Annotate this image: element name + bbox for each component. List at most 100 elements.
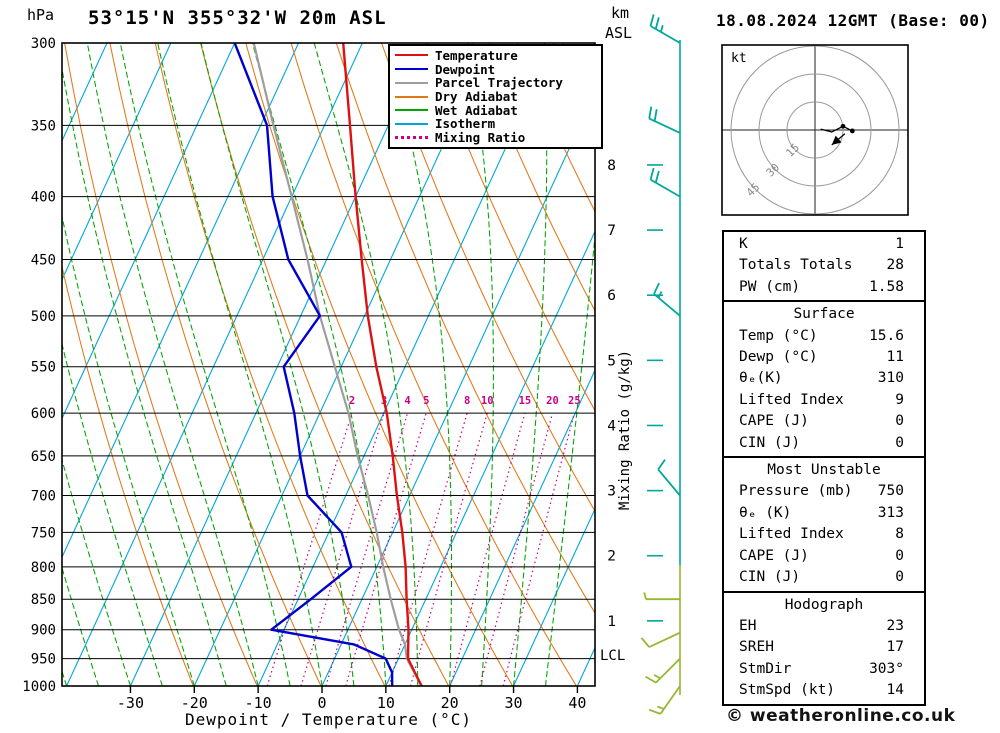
x-axis-title: Dewpoint / Temperature (°C) — [184, 710, 473, 729]
index-row: CAPE (J) 0 — [724, 546, 924, 567]
mixing-ratio-line — [479, 413, 554, 686]
km-tick-label: 1 — [607, 614, 616, 630]
storm-motion-arrowhead — [831, 135, 842, 145]
index-value: 0 — [895, 434, 904, 451]
mixing-ratio-label: 25 — [568, 395, 581, 407]
index-value: 0 — [895, 569, 904, 586]
index-row: θₑ(K) 310 — [724, 368, 924, 389]
temp-tick-label: 20 — [441, 694, 459, 712]
index-row: Lifted Index 9 — [724, 390, 924, 411]
legend-item: Dry Adiabat — [395, 89, 599, 104]
isotherm-line — [129, 43, 427, 686]
hodograph-ring-label: 30 — [764, 161, 783, 180]
hodograph-trace — [820, 125, 853, 133]
temp-tick-label: 10 — [377, 694, 395, 712]
legend-line-sample — [395, 109, 428, 112]
index-value: 9 — [895, 391, 904, 408]
index-row: Dewp (°C) 11 — [724, 347, 924, 368]
index-value: 8 — [895, 526, 904, 543]
km-tick-label: 3 — [607, 484, 616, 500]
index-row: Lifted Index 8 — [724, 524, 924, 545]
wet-adiabat-line — [200, 43, 355, 686]
mixing-ratio-label: 15 — [519, 395, 532, 407]
legend-line-sample — [395, 136, 428, 140]
legend-label: Dewpoint — [435, 61, 496, 77]
isotherm-line — [449, 368, 595, 686]
pressure-tick-label: 650 — [31, 449, 56, 465]
mixing-ratio-line — [409, 413, 488, 686]
isotherm-line — [513, 507, 595, 686]
dry-adiabat-line — [970, 43, 1000, 686]
wet-adiabat-line — [0, 43, 35, 686]
mixing-ratio-label: 20 — [546, 395, 559, 407]
legend-label: Isotherm — [435, 116, 496, 132]
index-label: Lifted Index — [739, 526, 844, 543]
index-label: CIN (J) — [739, 569, 801, 586]
wind-barb-tick — [648, 106, 653, 119]
legend-item: Wet Adiabat — [395, 103, 599, 118]
index-value: 313 — [877, 504, 904, 521]
dry-adiabat-line — [64, 43, 258, 686]
isotherm-line — [321, 91, 595, 686]
dewpoint-curve — [233, 43, 394, 686]
indices-section: Most Unstable Pressure (mb) 750 θₑ (K) 313 Li… — [722, 456, 926, 593]
sounding-curves — [233, 43, 423, 686]
wind-barb-tick — [648, 708, 661, 715]
index-row: CIN (J) 0 — [724, 567, 924, 588]
dry-adiabat-line — [925, 43, 1000, 686]
pressure-tick-label: 700 — [31, 489, 56, 505]
isotherm-line — [62, 43, 300, 559]
wind-barb-tick — [649, 167, 655, 180]
mixing-ratio-label: 5 — [423, 395, 429, 407]
km-tick-label: 7 — [607, 223, 616, 239]
index-label: CAPE (J) — [739, 413, 809, 430]
wind-barb-half-tick — [643, 592, 647, 600]
lcl-label: LCL — [600, 648, 625, 664]
pressure-tick-label: 500 — [31, 309, 56, 325]
legend-line-sample — [395, 54, 428, 57]
indices-section-title: Surface — [793, 306, 855, 323]
mixing-ratio-label: 4 — [404, 395, 410, 407]
index-value: 1 — [895, 236, 904, 252]
indices-section-title: Hodograph — [784, 596, 864, 613]
legend-item: Mixing Ratio — [395, 130, 599, 145]
indices-panel: K 1 Totals Totals 28 PW (cm) 1.58 Surface Temp … — [722, 230, 926, 706]
hodograph-ring-label: 45 — [744, 181, 763, 200]
chart-legend: Temperature Dewpoint Parcel Trajectory Dry … — [388, 44, 603, 149]
legend-label: Dry Adiabat — [435, 89, 518, 104]
datetime-title: 18.08.2024 12GMT (Base: 00) — [716, 11, 990, 30]
station-title: 53°15'N 355°32'W 20m ASL — [88, 7, 387, 29]
asl-axis-label: ASL — [605, 24, 633, 42]
wind-barb-tick — [657, 459, 666, 470]
legend-item: Parcel Trajectory — [395, 75, 599, 91]
mixing-ratio-label: 10 — [481, 395, 494, 407]
indices-section-title: Most Unstable — [767, 462, 881, 479]
mixing-ratio-label: 8 — [464, 395, 470, 407]
pressure-tick-label: 800 — [31, 560, 56, 576]
legend-line-sample — [395, 81, 428, 84]
km-axis-label: km — [611, 4, 630, 22]
hodograph-ring-label: 15 — [783, 141, 802, 160]
wind-barb-tick — [653, 109, 658, 122]
legend-item: Temperature — [395, 47, 599, 63]
legend-line-sample — [395, 95, 428, 98]
index-value: 17 — [886, 639, 904, 656]
index-row: Totals Totals 28 — [724, 255, 924, 276]
legend-label: Temperature — [435, 47, 518, 63]
indices-section: Surface Temp (°C) 15.6 Dewp (°C) 11 θₑ(K) 310 L… — [722, 300, 926, 459]
index-row: Temp (°C) 15.6 — [724, 326, 924, 347]
km-tick-label: 8 — [607, 158, 616, 174]
wind-barb-tick — [640, 637, 650, 648]
pressure-tick-label: 550 — [31, 360, 56, 376]
mixing-ratio-line — [325, 413, 409, 686]
hodograph-border — [721, 44, 909, 216]
index-label: Pressure (mb) — [739, 483, 853, 500]
index-value: 28 — [886, 257, 904, 274]
hodograph-point — [849, 128, 855, 134]
pressure-tick-label: 450 — [31, 253, 56, 269]
legend-line-sample — [395, 122, 428, 125]
index-label: θₑ (K) — [739, 504, 792, 521]
legend-label: Parcel Trajectory — [435, 75, 563, 91]
index-row: StmSpd (kt) 14 — [724, 680, 924, 701]
